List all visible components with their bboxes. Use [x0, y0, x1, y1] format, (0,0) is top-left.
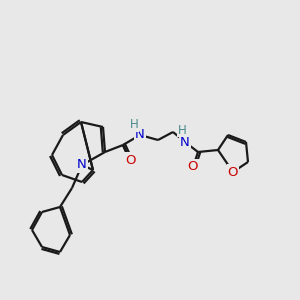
- Text: O: O: [125, 154, 135, 166]
- Text: N: N: [180, 136, 190, 148]
- Text: H: H: [130, 118, 138, 131]
- Text: O: O: [228, 166, 238, 178]
- Text: O: O: [188, 160, 198, 173]
- Text: N: N: [135, 128, 145, 142]
- Text: N: N: [77, 158, 87, 172]
- Text: H: H: [178, 124, 186, 136]
